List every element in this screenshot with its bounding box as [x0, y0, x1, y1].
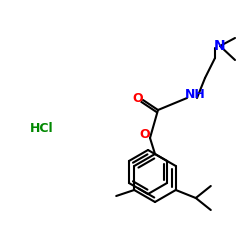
Text: NH: NH: [184, 88, 206, 102]
Text: N: N: [214, 39, 226, 53]
Text: O: O: [140, 128, 150, 140]
Text: HCl: HCl: [30, 122, 54, 134]
Text: O: O: [133, 92, 143, 104]
